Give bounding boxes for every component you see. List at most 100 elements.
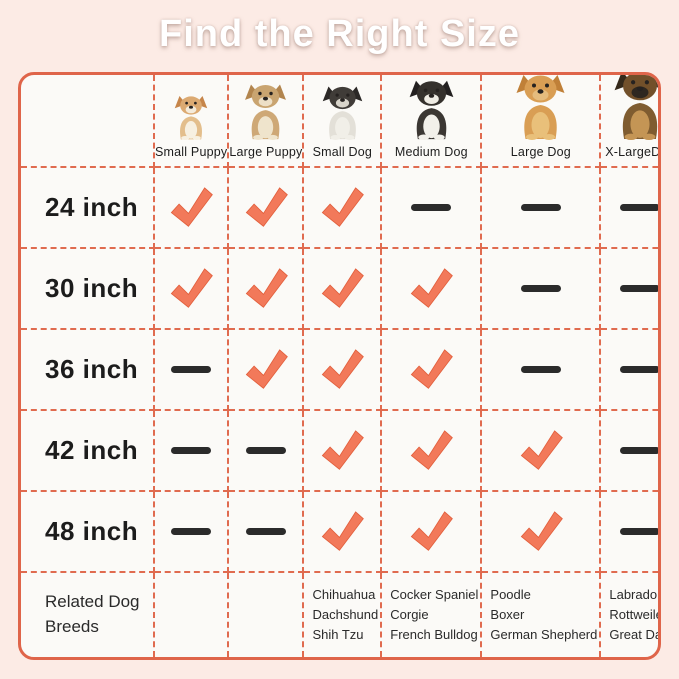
mark-cell-48-inch-x-largedog	[601, 492, 658, 573]
breed-name: Rottweiler	[609, 606, 658, 622]
breed-name: Dachshund	[312, 606, 379, 622]
check-icon	[408, 268, 454, 309]
column-label: Small Dog	[312, 145, 373, 159]
german-shepherd-dog-image	[606, 75, 658, 140]
size-row-label-cell-30-inch: 30 inch	[21, 249, 155, 330]
check-icon	[408, 430, 454, 471]
dash-icon	[619, 285, 658, 292]
check-icon	[168, 268, 214, 309]
mark-cell-42-inch-large-dog	[482, 411, 602, 492]
dash-icon	[619, 366, 658, 373]
dash-icon	[245, 447, 286, 454]
golden-retriever-dog-image	[508, 75, 573, 140]
dash-icon	[619, 528, 658, 535]
border-collie-dog-image	[402, 78, 461, 140]
dash-icon	[619, 447, 658, 454]
breed-name: Labrador	[609, 586, 661, 602]
dash-icon	[520, 204, 561, 211]
header-cell-medium-dog: Medium Dog	[382, 75, 483, 168]
breed-name: Great Dane	[609, 627, 661, 643]
size-row-label-cell-42-inch: 42 inch	[21, 411, 155, 492]
column-label: Large Dog	[510, 145, 571, 159]
mark-cell-30-inch-small-dog	[304, 249, 383, 330]
mark-cell-42-inch-large-puppy	[229, 411, 305, 492]
chihuahua-dog-image	[238, 82, 293, 140]
column-label: Large Puppy	[229, 145, 303, 159]
mark-cell-36-inch-small-dog	[304, 330, 383, 411]
size-row-label: 30 inch	[45, 273, 139, 303]
mark-cell-24-inch-x-largedog	[601, 168, 658, 249]
check-icon	[319, 511, 365, 552]
mark-cell-48-inch-large-puppy	[229, 492, 305, 573]
dash-icon	[520, 366, 561, 373]
mark-cell-36-inch-large-dog	[482, 330, 602, 411]
check-icon	[518, 430, 564, 471]
header-cell-large-puppy: Large Puppy	[229, 75, 305, 168]
check-icon	[243, 349, 289, 390]
mark-cell-24-inch-medium-dog	[382, 168, 483, 249]
mark-cell-24-inch-large-dog	[482, 168, 602, 249]
dash-icon	[171, 366, 212, 373]
mark-cell-48-inch-small-dog	[304, 492, 383, 573]
check-icon	[408, 511, 454, 552]
size-row-label-cell-24-inch: 24 inch	[21, 168, 155, 249]
breed-name: Cocker Spaniel	[390, 586, 479, 602]
size-row-label-cell-48-inch: 48 inch	[21, 492, 155, 573]
size-row-label: 48 inch	[45, 516, 139, 546]
breed-name: Shih Tzu	[312, 627, 364, 643]
mark-cell-30-inch-x-largedog	[601, 249, 658, 330]
check-icon	[319, 349, 365, 390]
mark-cell-48-inch-small-puppy	[155, 492, 230, 573]
breeds-cell-x-largedog: Labrador Rottweiler Great Dane	[601, 573, 661, 657]
mark-cell-24-inch-small-dog	[304, 168, 383, 249]
column-label: Small Puppy	[155, 145, 228, 159]
breed-name: French Bulldog	[390, 627, 478, 643]
dash-icon	[520, 285, 561, 292]
mark-cell-42-inch-small-dog	[304, 411, 383, 492]
mark-cell-30-inch-medium-dog	[382, 249, 483, 330]
breeds-cell-small-puppy	[155, 573, 230, 657]
size-row-label: 36 inch	[45, 354, 139, 384]
header-corner-cell	[21, 75, 155, 168]
check-icon	[518, 511, 564, 552]
mark-cell-42-inch-small-puppy	[155, 411, 230, 492]
mark-cell-36-inch-medium-dog	[382, 330, 483, 411]
header-cell-large-dog: Large Dog	[482, 75, 602, 168]
size-row-label-cell-36-inch: 36 inch	[21, 330, 155, 411]
dash-icon	[619, 204, 658, 211]
mark-cell-24-inch-large-puppy	[229, 168, 305, 249]
size-row-label: 24 inch	[45, 192, 139, 222]
french-bulldog-dog-image	[316, 84, 369, 140]
size-table: Small Puppy Large Puppy Small Dog Medium Do…	[18, 72, 661, 660]
related-breeds-label: Related Dog Breeds	[45, 592, 140, 636]
column-label: Medium Dog	[394, 145, 468, 159]
corgi-puppy-dog-image	[169, 94, 213, 140]
breeds-cell-small-dog: Chihuahua Dachshund Shih Tzu	[304, 573, 383, 657]
header-cell-small-dog: Small Dog	[304, 75, 383, 168]
mark-cell-48-inch-medium-dog	[382, 492, 483, 573]
dash-icon	[245, 528, 286, 535]
size-row-label: 42 inch	[45, 435, 139, 465]
mark-cell-24-inch-small-puppy	[155, 168, 230, 249]
breeds-cell-large-puppy	[229, 573, 305, 657]
mark-cell-30-inch-small-puppy	[155, 249, 230, 330]
dash-icon	[171, 528, 212, 535]
breed-name: Corgie	[390, 606, 429, 622]
mark-cell-30-inch-large-puppy	[229, 249, 305, 330]
check-icon	[243, 268, 289, 309]
mark-cell-42-inch-medium-dog	[382, 411, 483, 492]
page-title: Find the Right Size	[159, 13, 520, 55]
mark-cell-48-inch-large-dog	[482, 492, 602, 573]
check-icon	[319, 187, 365, 228]
header-cell-small-puppy: Small Puppy	[155, 75, 230, 168]
breed-name: Boxer	[490, 606, 525, 622]
check-icon	[319, 268, 365, 309]
breeds-cell-medium-dog: Cocker Spaniel Corgie French Bulldog	[382, 573, 483, 657]
check-icon	[168, 187, 214, 228]
mark-cell-30-inch-large-dog	[482, 249, 602, 330]
mark-cell-36-inch-large-puppy	[229, 330, 305, 411]
breeds-cell-large-dog: Poodle Boxer German Shepherd	[482, 573, 602, 657]
breed-name: Chihuahua	[312, 586, 376, 602]
